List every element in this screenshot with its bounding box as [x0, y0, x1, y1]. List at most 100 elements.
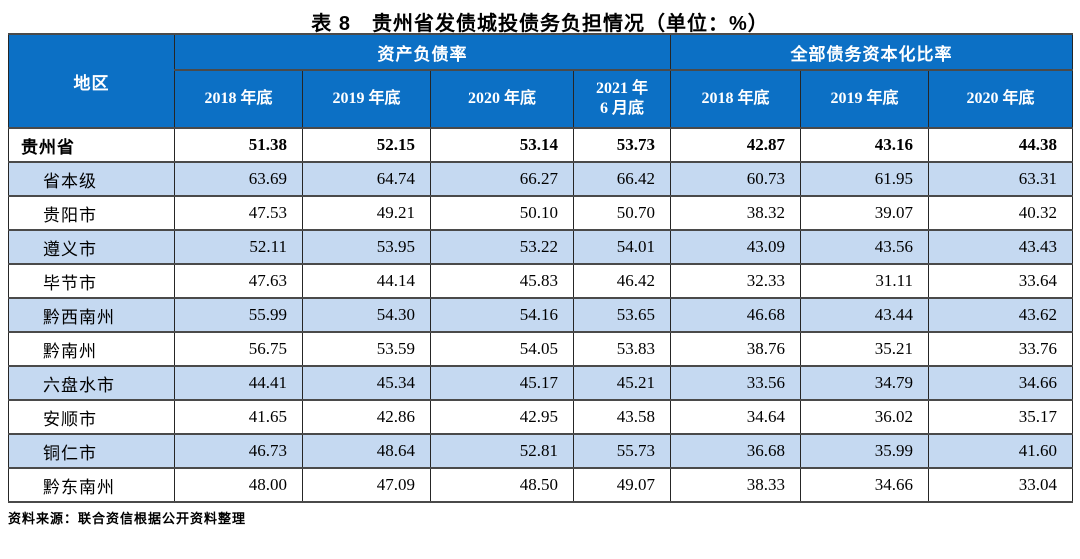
year-header: 2019 年底 — [302, 69, 431, 129]
table-body: 贵州省 51.38 52.15 53.14 53.73 42.87 43.16 44.38 省本… — [8, 127, 1074, 503]
value-cell: 63.69 — [174, 161, 303, 197]
value-cell: 53.95 — [302, 229, 431, 265]
value-cell: 64.74 — [302, 161, 431, 197]
value-cell: 33.56 — [670, 365, 801, 401]
table-row: 黔南州 56.75 53.59 54.05 53.83 38.76 35.21 33.76 — [8, 331, 1074, 367]
value-cell: 53.65 — [573, 297, 671, 333]
value-cell: 63.31 — [927, 161, 1074, 197]
region-cell: 黔西南州 — [8, 297, 175, 333]
table-row: 毕节市 47.63 44.14 45.83 46.42 32.33 31.11 33.64 — [8, 263, 1074, 299]
value-cell: 45.34 — [302, 365, 431, 401]
value-cell: 33.76 — [927, 331, 1074, 367]
value-cell: 61.95 — [800, 161, 929, 197]
table-row: 贵阳市 47.53 49.21 50.10 50.70 38.32 39.07 40.32 — [8, 195, 1074, 231]
value-cell: 38.32 — [670, 195, 801, 231]
value-cell: 44.38 — [927, 127, 1074, 163]
value-cell: 45.21 — [573, 365, 671, 401]
region-cell: 省本级 — [8, 161, 175, 197]
value-cell: 36.68 — [670, 433, 801, 469]
value-cell: 46.68 — [670, 297, 801, 333]
value-cell: 46.42 — [573, 263, 671, 299]
source-note: 资料来源：联合资信根据公开资料整理 — [8, 511, 247, 526]
value-cell: 32.33 — [670, 263, 801, 299]
value-cell: 42.86 — [302, 399, 431, 435]
table-row: 黔东南州 48.00 47.09 48.50 49.07 38.33 34.66 33.04 — [8, 467, 1074, 503]
value-cell: 66.42 — [573, 161, 671, 197]
value-cell: 55.73 — [573, 433, 671, 469]
year-header: 2018 年底 — [670, 69, 801, 129]
value-cell: 50.10 — [430, 195, 574, 231]
value-cell: 33.64 — [927, 263, 1074, 299]
value-cell: 47.53 — [174, 195, 303, 231]
value-cell: 48.64 — [302, 433, 431, 469]
region-cell: 贵阳市 — [8, 195, 175, 231]
value-cell: 43.58 — [573, 399, 671, 435]
group-header-asset-liability-ratio: 资产负债率 — [174, 33, 671, 71]
table-row: 六盘水市 44.41 45.34 45.17 45.21 33.56 34.79 34.66 — [8, 365, 1074, 401]
value-cell: 54.05 — [430, 331, 574, 367]
value-cell: 35.21 — [800, 331, 929, 367]
table-header: 地区 资产负债率 全部债务资本化比率 2018 年底 2019 年底 2020 … — [8, 33, 1074, 129]
value-cell: 48.50 — [430, 467, 574, 503]
region-cell: 六盘水市 — [8, 365, 175, 401]
table-row: 黔西南州 55.99 54.30 54.16 53.65 46.68 43.44 43.62 — [8, 297, 1074, 333]
value-cell: 54.01 — [573, 229, 671, 265]
value-cell: 31.11 — [800, 263, 929, 299]
table-row: 安顺市 41.65 42.86 42.95 43.58 34.64 36.02 35.17 — [8, 399, 1074, 435]
value-cell: 33.04 — [927, 467, 1074, 503]
value-cell: 38.76 — [670, 331, 801, 367]
value-cell: 46.73 — [174, 433, 303, 469]
value-cell: 52.81 — [430, 433, 574, 469]
value-cell: 52.15 — [302, 127, 431, 163]
value-cell: 49.07 — [573, 467, 671, 503]
value-cell: 55.99 — [174, 297, 303, 333]
value-cell: 42.95 — [430, 399, 574, 435]
value-cell: 47.63 — [174, 263, 303, 299]
header-year-row: 2018 年底 2019 年底 2020 年底 2021 年 6 月底 2018… — [9, 69, 1074, 129]
table-row: 遵义市 52.11 53.95 53.22 54.01 43.09 43.56 43.43 — [8, 229, 1074, 265]
value-cell: 43.62 — [927, 297, 1074, 333]
value-cell: 34.79 — [800, 365, 929, 401]
year-header: 2020 年底 — [927, 69, 1074, 129]
value-cell: 60.73 — [670, 161, 801, 197]
value-cell: 49.21 — [302, 195, 431, 231]
table-row: 贵州省 51.38 52.15 53.14 53.73 42.87 43.16 44.38 — [8, 127, 1074, 163]
debt-burden-table: 地区 资产负债率 全部债务资本化比率 2018 年底 2019 年底 2020 … — [8, 33, 1074, 503]
value-cell: 44.14 — [302, 263, 431, 299]
year-header: 2018 年底 — [174, 69, 303, 129]
value-cell: 53.83 — [573, 331, 671, 367]
year-header: 2021 年 6 月底 — [573, 69, 671, 129]
value-cell: 54.30 — [302, 297, 431, 333]
region-cell: 贵州省 — [8, 127, 175, 163]
table-row: 省本级 63.69 64.74 66.27 66.42 60.73 61.95 63.31 — [8, 161, 1074, 197]
value-cell: 41.60 — [927, 433, 1074, 469]
value-cell: 45.17 — [430, 365, 574, 401]
value-cell: 56.75 — [174, 331, 303, 367]
value-cell: 43.44 — [800, 297, 929, 333]
region-cell: 毕节市 — [8, 263, 175, 299]
region-cell: 遵义市 — [8, 229, 175, 265]
value-cell: 40.32 — [927, 195, 1074, 231]
value-cell: 34.66 — [927, 365, 1074, 401]
region-cell: 铜仁市 — [8, 433, 175, 469]
table-title: 表 8 贵州省发债城投债务负担情况（单位：%） — [311, 13, 769, 35]
value-cell: 34.64 — [670, 399, 801, 435]
value-cell: 48.00 — [174, 467, 303, 503]
value-cell: 39.07 — [800, 195, 929, 231]
value-cell: 45.83 — [430, 263, 574, 299]
value-cell: 43.43 — [927, 229, 1074, 265]
value-cell: 52.11 — [174, 229, 303, 265]
value-cell: 66.27 — [430, 161, 574, 197]
value-cell: 35.17 — [927, 399, 1074, 435]
year-header: 2019 年底 — [800, 69, 929, 129]
value-cell: 41.65 — [174, 399, 303, 435]
region-column-header: 地区 — [8, 33, 175, 129]
value-cell: 53.73 — [573, 127, 671, 163]
value-cell: 43.56 — [800, 229, 929, 265]
group-header-debt-capitalization-ratio: 全部债务资本化比率 — [669, 33, 1074, 71]
value-cell: 38.33 — [670, 467, 801, 503]
value-cell: 43.16 — [800, 127, 929, 163]
table-row: 铜仁市 46.73 48.64 52.81 55.73 36.68 35.99 41.60 — [8, 433, 1074, 469]
value-cell: 53.14 — [430, 127, 574, 163]
header-group-row: 地区 资产负债率 全部债务资本化比率 — [8, 33, 1074, 129]
